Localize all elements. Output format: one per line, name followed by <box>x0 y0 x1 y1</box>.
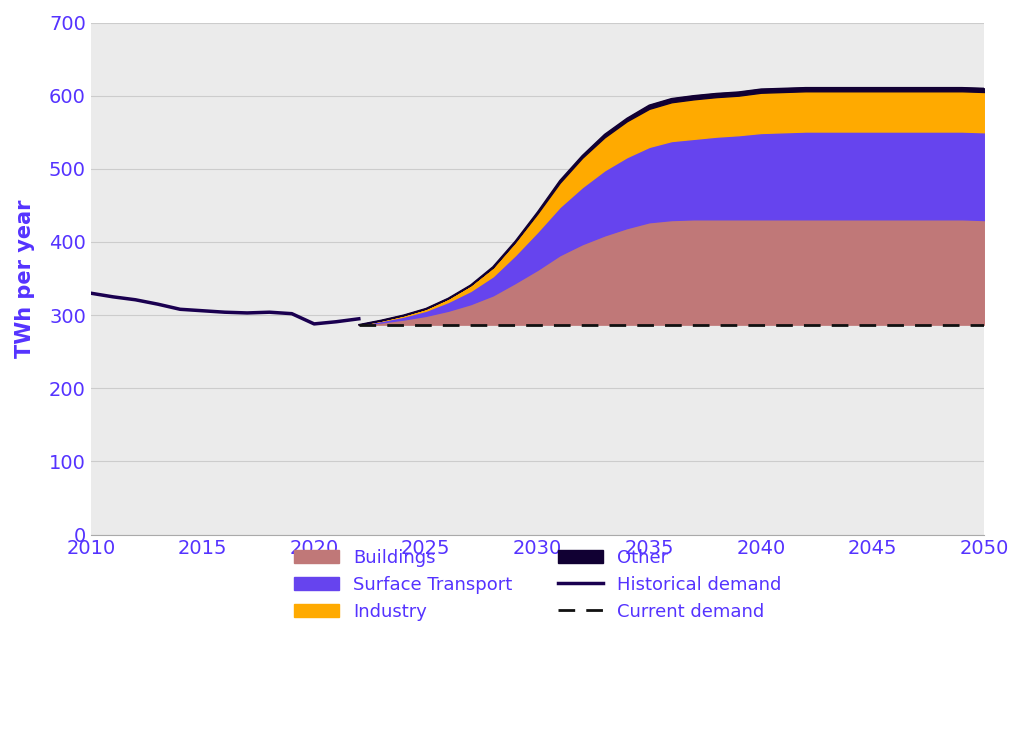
Y-axis label: TWh per year: TWh per year <box>15 199 35 358</box>
Legend: Buildings, Surface Transport, Industry, Other, Historical demand, Current demand: Buildings, Surface Transport, Industry, … <box>287 541 788 628</box>
